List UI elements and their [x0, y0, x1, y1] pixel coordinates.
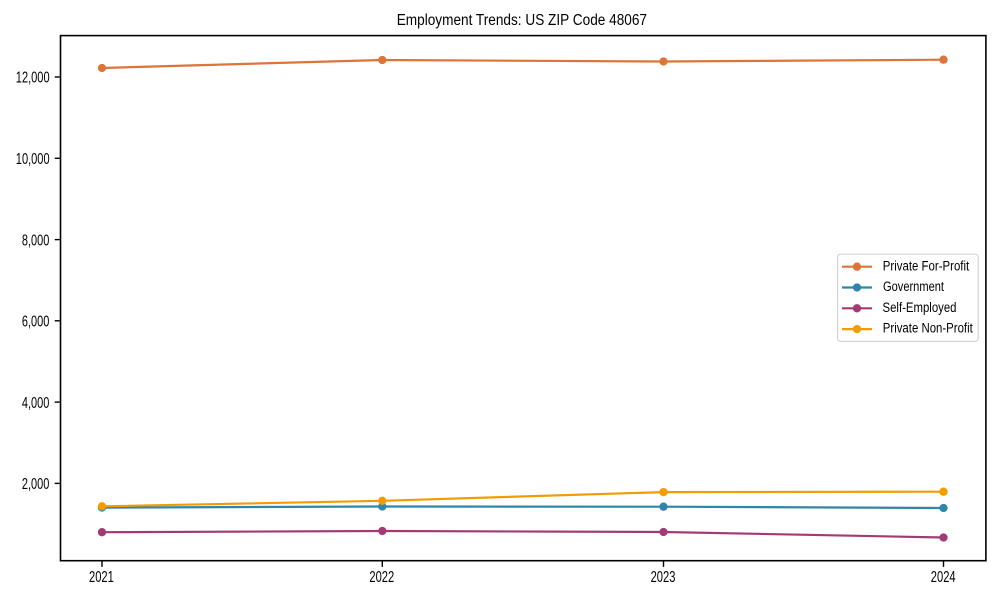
- svg-text:Government: Government: [883, 279, 944, 294]
- svg-text:Private Non-Profit: Private Non-Profit: [883, 321, 973, 336]
- svg-text:Private For-Profit: Private For-Profit: [883, 258, 970, 273]
- svg-text:Employment Trends: US ZIP Code: Employment Trends: US ZIP Code 48067: [397, 12, 647, 29]
- svg-text:Self-Employed: Self-Employed: [883, 300, 957, 315]
- svg-text:2023: 2023: [651, 569, 676, 586]
- svg-text:10,000: 10,000: [16, 151, 50, 168]
- svg-text:8,000: 8,000: [22, 232, 50, 249]
- svg-text:12,000: 12,000: [16, 70, 50, 87]
- svg-text:2,000: 2,000: [22, 476, 50, 493]
- svg-text:6,000: 6,000: [22, 314, 50, 331]
- svg-text:2024: 2024: [931, 569, 956, 586]
- svg-text:2021: 2021: [89, 569, 114, 586]
- svg-text:4,000: 4,000: [22, 395, 50, 412]
- svg-text:2022: 2022: [369, 569, 394, 586]
